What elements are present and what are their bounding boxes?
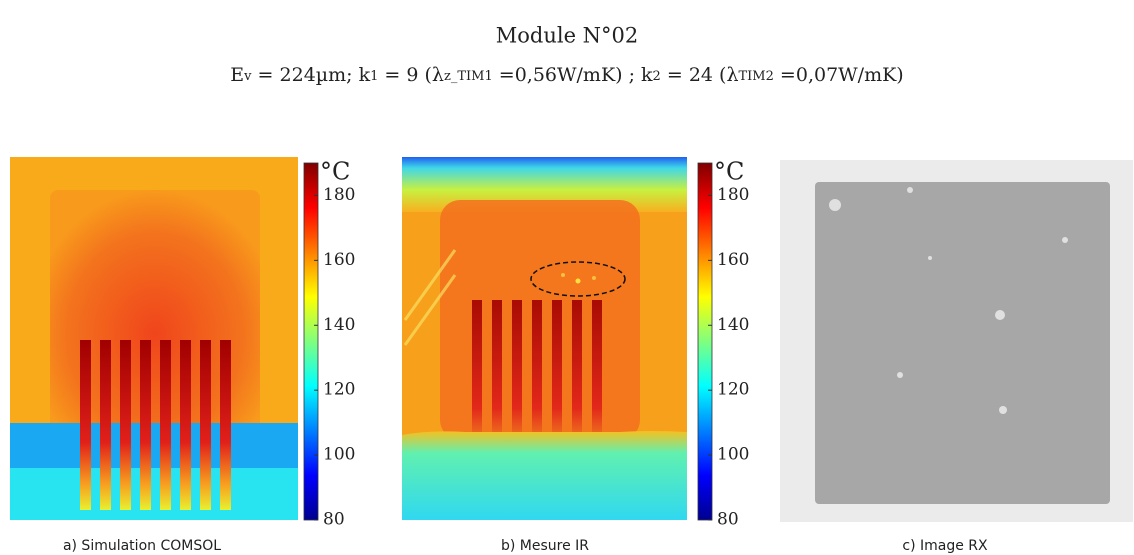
colorbar xyxy=(303,162,319,521)
tick-label: 80 xyxy=(323,510,345,530)
colorbar-unit: °C xyxy=(320,158,350,186)
tick-label: 160 xyxy=(717,250,749,270)
subtitle: Ev = 224µm; k1 = 9 (λz_TIM1 =0,56W/mK) ;… xyxy=(230,64,903,86)
tick-label: 120 xyxy=(323,380,355,400)
subscript: TIM2 xyxy=(739,69,774,84)
tick-label: 120 xyxy=(717,380,749,400)
tick-label: 100 xyxy=(717,445,749,465)
subscript: v xyxy=(243,69,252,84)
rx-image xyxy=(780,160,1133,522)
simulation-image xyxy=(10,157,298,520)
tick-label: 140 xyxy=(323,315,355,335)
colorbar-unit: °C xyxy=(714,158,744,186)
subscript: z_TIM1 xyxy=(444,69,493,84)
subscript: 1 xyxy=(370,69,378,84)
subtitle-part: = 24 (λ xyxy=(661,64,739,86)
subtitle-part: =0,56W/mK) ; k xyxy=(493,64,653,86)
subtitle-part: =0,07W/mK) xyxy=(774,64,904,86)
tick-label: 140 xyxy=(717,315,749,335)
caption: a) Simulation COMSOL xyxy=(63,538,221,554)
caption: b) Mesure IR xyxy=(501,538,589,554)
caption: c) Image RX xyxy=(902,538,988,554)
ir-image xyxy=(402,157,687,520)
tick-label: 180 xyxy=(323,185,355,205)
subtitle-part: = 9 (λ xyxy=(378,64,444,86)
subtitle-part: = 224µm; k xyxy=(252,64,371,86)
tick-label: 80 xyxy=(717,510,739,530)
tick-label: 180 xyxy=(717,185,749,205)
tick-label: 160 xyxy=(323,250,355,270)
tick-label: 100 xyxy=(323,445,355,465)
subscript: 2 xyxy=(653,69,661,84)
subtitle-part: E xyxy=(230,64,244,86)
title: Module N°02 xyxy=(496,24,639,48)
colorbar xyxy=(697,162,713,521)
